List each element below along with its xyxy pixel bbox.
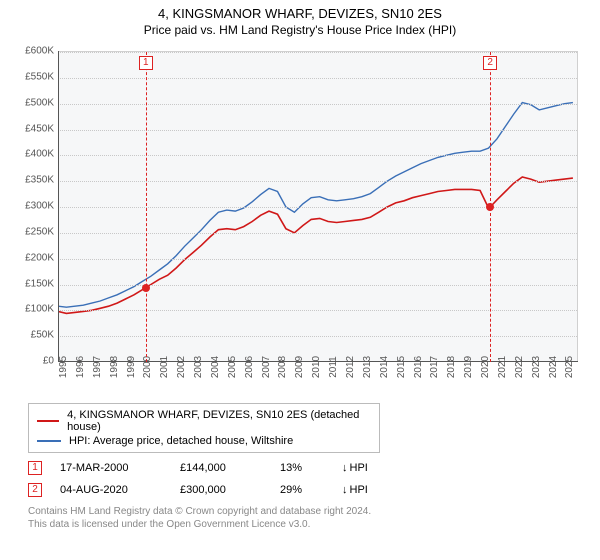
x-tick-label: 2011	[328, 356, 339, 378]
sale-marker-2: 2	[28, 483, 42, 497]
legend-label-hpi: HPI: Average price, detached house, Wilt…	[69, 435, 293, 447]
x-tick-label: 2008	[277, 356, 288, 378]
y-tick-label: £450K	[25, 123, 54, 134]
y-gridline	[58, 285, 577, 286]
y-tick-label: £550K	[25, 71, 54, 82]
y-axis: £0£50K£100K£150K£200K£250K£300K£350K£400…	[10, 51, 58, 361]
x-tick-label: 2023	[531, 356, 542, 378]
x-tick-label: 2022	[514, 356, 525, 378]
plot-area: 12	[58, 51, 578, 361]
sale-diff: 29%	[280, 484, 340, 496]
x-tick-label: 2024	[548, 356, 559, 378]
y-gridline	[58, 155, 577, 156]
sale-price: £300,000	[180, 484, 280, 496]
y-gridline	[58, 130, 577, 131]
marker-vline-1	[146, 52, 147, 362]
x-tick-label: 2012	[345, 356, 356, 378]
footnote: Contains HM Land Registry data © Crown c…	[28, 505, 590, 531]
x-tick-label: 2007	[261, 356, 272, 378]
x-tick-label: 2017	[429, 356, 440, 378]
y-tick-label: £300K	[25, 201, 54, 212]
chart-title: 4, KINGSMANOR WHARF, DEVIZES, SN10 2ES	[0, 0, 600, 21]
y-tick-label: £100K	[25, 304, 54, 315]
x-tick-label: 2010	[311, 356, 322, 378]
legend-swatch-hpi	[37, 440, 61, 442]
marker-dot-1	[142, 284, 150, 292]
sale-diff-label: HPI	[350, 462, 368, 474]
legend-swatch-address	[37, 420, 59, 422]
sale-diff-label: HPI	[350, 484, 368, 496]
x-tick-label: 2025	[564, 356, 575, 378]
chart-area: £0 £50K £100K £150K £200K £250K £300K £350K £400…	[10, 41, 590, 401]
x-tick-label: 2021	[497, 356, 508, 378]
x-axis: 1995199619971998199920002001200220032004…	[58, 361, 578, 401]
x-tick-label: 2019	[463, 356, 474, 378]
x-tick-label: 2000	[142, 356, 153, 378]
y-tick-label: £150K	[25, 278, 54, 289]
y-gridline	[58, 52, 577, 53]
chart-subtitle: Price paid vs. HM Land Registry's House …	[0, 21, 600, 41]
y-tick-label: £350K	[25, 175, 54, 186]
marker-box-2: 2	[483, 56, 497, 70]
legend: 4, KINGSMANOR WHARF, DEVIZES, SN10 2ES (…	[28, 403, 380, 453]
sales-table: 1 17-MAR-2000£144,00013% HPI 2 04-AUG-2020£…	[28, 457, 590, 501]
sale-row-1: 1 17-MAR-2000£144,00013% HPI	[28, 457, 590, 479]
x-tick-label: 2009	[294, 356, 305, 378]
x-tick-label: 1999	[126, 356, 137, 378]
footnote-line1: Contains HM Land Registry data © Crown c…	[28, 505, 590, 518]
y-tick-label: £400K	[25, 149, 54, 160]
x-tick-label: 1995	[58, 356, 69, 378]
series-hpi	[58, 103, 573, 308]
x-tick-label: 2018	[446, 356, 457, 378]
x-tick-label: 2004	[210, 356, 221, 378]
legend-label-address: 4, KINGSMANOR WHARF, DEVIZES, SN10 2ES (…	[67, 409, 371, 433]
y-gridline	[58, 310, 577, 311]
y-tick-label: £500K	[25, 97, 54, 108]
y-gridline	[58, 207, 577, 208]
y-gridline	[58, 336, 577, 337]
sale-marker-1: 1	[28, 461, 42, 475]
x-tick-label: 2015	[396, 356, 407, 378]
y-tick-label: £200K	[25, 252, 54, 263]
arrow-down-icon	[340, 484, 350, 496]
y-tick-label: £0	[43, 356, 54, 367]
arrow-down-icon	[340, 462, 350, 474]
marker-box-1: 1	[139, 56, 153, 70]
x-tick-label: 1998	[109, 356, 120, 378]
y-gridline	[58, 181, 577, 182]
y-gridline	[58, 233, 577, 234]
sale-date: 04-AUG-2020	[60, 484, 180, 496]
x-tick-label: 2014	[379, 356, 390, 378]
sale-diff: 13%	[280, 462, 340, 474]
x-tick-label: 2001	[159, 356, 170, 378]
x-tick-label: 2002	[176, 356, 187, 378]
sale-row-2: 2 04-AUG-2020£300,00029% HPI	[28, 479, 590, 501]
x-tick-label: 2013	[362, 356, 373, 378]
legend-row-address: 4, KINGSMANOR WHARF, DEVIZES, SN10 2ES (…	[37, 408, 371, 434]
y-gridline	[58, 78, 577, 79]
x-tick-label: 2005	[227, 356, 238, 378]
y-tick-label: £250K	[25, 226, 54, 237]
y-tick-label: £50K	[31, 330, 54, 341]
footnote-line2: This data is licensed under the Open Gov…	[28, 518, 590, 531]
x-tick-label: 2016	[413, 356, 424, 378]
x-tick-label: 1997	[92, 356, 103, 378]
y-gridline	[58, 104, 577, 105]
x-tick-label: 1996	[75, 356, 86, 378]
x-tick-label: 2006	[244, 356, 255, 378]
sale-price: £144,000	[180, 462, 280, 474]
marker-dot-2	[486, 203, 494, 211]
sale-date: 17-MAR-2000	[60, 462, 180, 474]
y-gridline	[58, 259, 577, 260]
legend-row-hpi: HPI: Average price, detached house, Wilt…	[37, 434, 371, 448]
x-tick-label: 2003	[193, 356, 204, 378]
y-axis-line	[58, 51, 59, 361]
y-tick-label: £600K	[25, 46, 54, 57]
